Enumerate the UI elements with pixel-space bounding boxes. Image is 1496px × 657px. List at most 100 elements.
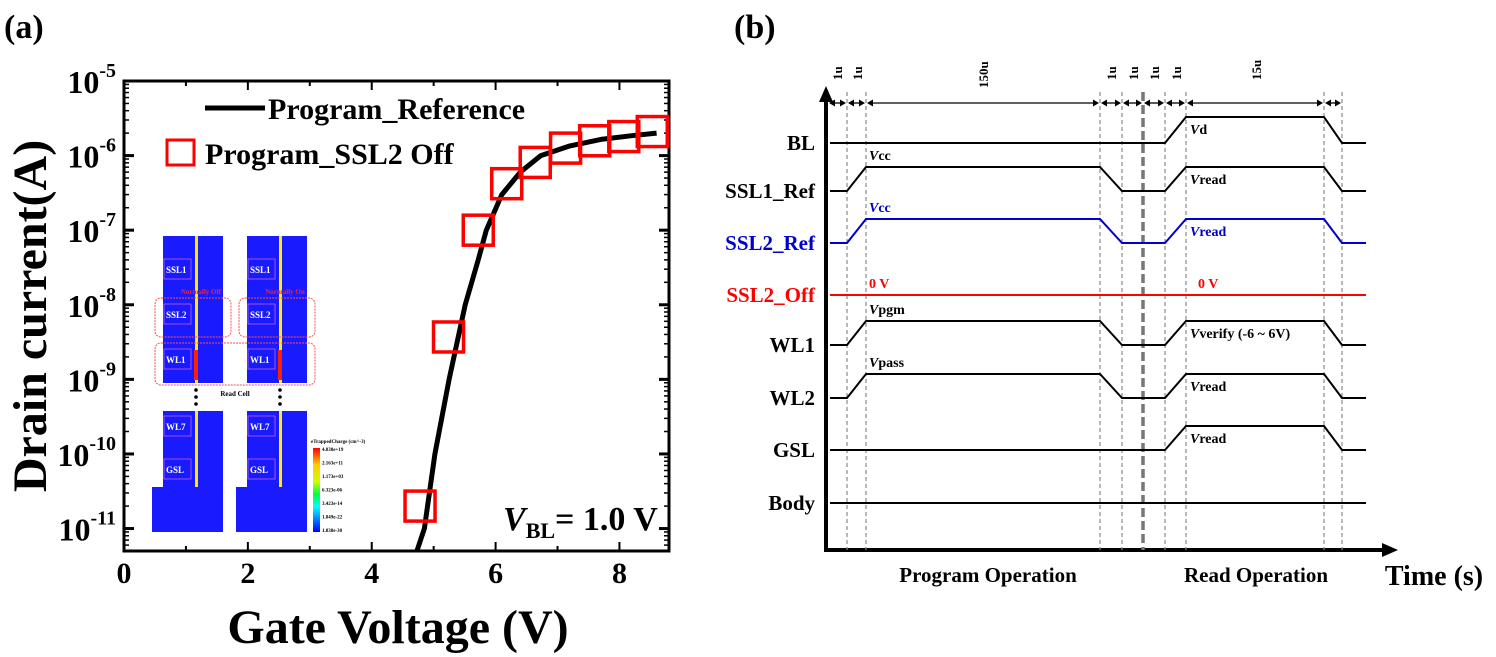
read-level-label: Vverify (-6 ~ 6V) <box>1190 327 1291 342</box>
voltage-symbol: V <box>1190 173 1201 188</box>
gate-box <box>163 415 192 437</box>
chart-series <box>403 114 670 552</box>
y-tick-exponent: -7 <box>99 209 116 231</box>
voltage-name: d <box>1199 123 1207 138</box>
colorbar-value: 6.323e-06 <box>322 489 343 494</box>
voltage-name: verify (-6 ~ 6V) <box>1199 327 1290 342</box>
legend-label-ssl2-off: Program_SSL2 Off <box>205 138 455 171</box>
gate-label-ssl2: SSL2 <box>166 310 187 320</box>
trapped-charge-region <box>278 350 282 380</box>
y-tick-exponent: -6 <box>99 135 116 157</box>
program-level-label: Vpgm <box>869 303 905 318</box>
device-substrate <box>152 487 223 532</box>
voltage-name: read <box>1199 432 1226 447</box>
x-tick-label: 8 <box>612 557 627 590</box>
gate-box <box>247 303 276 325</box>
gate-box <box>247 458 276 480</box>
vbl-annotation: VBL= 1.0 V <box>503 501 658 543</box>
read-level-label: Vread <box>1190 380 1227 395</box>
trapped-charge-region <box>194 350 198 380</box>
interval-arrowhead <box>1144 99 1164 107</box>
y-tick-base: 10 <box>58 512 90 548</box>
read-cell-highlight-box <box>154 342 316 386</box>
colorbar-value: 1.849e-22 <box>322 516 343 521</box>
gate-label-wl1: WL1 <box>250 355 270 365</box>
channel-stripe <box>279 411 282 487</box>
voltage-name: pgm <box>878 303 905 318</box>
read-level-label: 0 V <box>1198 277 1218 292</box>
time-axis-arrowhead <box>1382 543 1398 557</box>
voltage-name: 0 V <box>1198 277 1218 292</box>
colorbar-value: 2.163e+11 <box>322 462 344 467</box>
signal-label-ssl2-off: SSL2_Off <box>726 283 816 307</box>
data-point-ssl2-off <box>403 489 437 523</box>
program-level-label: Vpass <box>869 356 905 371</box>
voltage-symbol: V <box>1190 327 1201 342</box>
voltage-name: read <box>1199 225 1226 240</box>
device-column-lower <box>163 411 223 487</box>
y-axis-arrowhead <box>819 86 833 102</box>
ellipsis-dot <box>278 402 282 406</box>
interval-arrowhead <box>1123 99 1142 107</box>
voltage-symbol: V <box>1190 432 1201 447</box>
y-tick-label: 10-11 <box>58 508 116 548</box>
time-axis-label: Time (s) <box>1385 561 1483 592</box>
voltage-name: cc <box>878 201 890 216</box>
device-column-upper <box>247 236 307 383</box>
gate-label-ssl2: SSL2 <box>250 310 271 320</box>
ellipsis-dot <box>194 388 198 392</box>
ellipsis-dot <box>278 388 282 392</box>
y-tick-label: 10-7 <box>67 209 116 249</box>
y-axis-label: Drain current(A) <box>4 140 57 492</box>
voltage-symbol: V <box>869 201 880 216</box>
voltage-name: pass <box>878 356 904 371</box>
interval-label: 1u <box>1169 66 1184 80</box>
y-tick-label: 10-9 <box>67 358 116 398</box>
y-tick-base: 10 <box>67 139 99 175</box>
timing-diagram: 1u 1u 150u 1u 1u 1u 1u 15uBLVdSSL1_RefVccVreadS… <box>725 60 1483 592</box>
vbl-subscript: BL <box>526 518 555 543</box>
gate-box <box>163 348 192 370</box>
gate-box <box>247 415 276 437</box>
data-point-ssl2-off <box>431 320 466 354</box>
channel-stripe <box>195 411 198 487</box>
gate-label-wl7: WL7 <box>250 422 270 432</box>
legend-label-reference: Program_Reference <box>268 93 525 126</box>
panel-b-label: (b) <box>734 9 776 46</box>
program-operation-label: Program Operation <box>899 563 1077 587</box>
channel-stripe <box>279 236 282 383</box>
device-simulation-inset: SSL1 SSL2 WL1 WL7 GSL Normally Off SSL1 SSL2 WL1… <box>152 236 366 534</box>
voltage-name: read <box>1199 380 1226 395</box>
waveform-ssl2-ref <box>830 218 1366 244</box>
y-tick-base: 10 <box>67 64 99 100</box>
waveform-gsl <box>830 425 1366 451</box>
y-tick-exponent: -5 <box>99 60 116 82</box>
waveform-bl <box>830 116 1366 144</box>
y-tick-exponent: -10 <box>89 433 116 455</box>
program-level-label: 0 V <box>869 277 889 292</box>
vbl-symbol: V <box>503 501 528 538</box>
interval-label: 150u <box>976 61 991 88</box>
signal-label-body: Body <box>768 491 815 515</box>
y-tick-exponent: -8 <box>99 284 116 306</box>
x-tick-label: 2 <box>240 557 255 590</box>
y-tick-label: 10-5 <box>67 60 116 100</box>
colorbar-value: 1.173e+03 <box>322 475 344 480</box>
voltage-symbol: V <box>869 356 880 371</box>
gate-label-wl7: WL7 <box>166 422 186 432</box>
y-tick-base: 10 <box>67 213 99 249</box>
waveform-ssl1-ref <box>830 166 1366 192</box>
state-label: Normally On <box>265 288 305 296</box>
colorbar-value: 1.838e-30 <box>322 529 343 534</box>
interval-arrowhead <box>848 99 865 107</box>
program-level-label: Vcc <box>869 149 891 164</box>
read-cell-label: Read Cell <box>220 390 249 398</box>
interval-label: 1u <box>830 66 845 80</box>
y-tick-exponent: -11 <box>90 508 116 530</box>
y-tick-base: 10 <box>57 437 89 473</box>
waveform-wl1 <box>830 320 1366 346</box>
voltage-name: cc <box>878 149 890 164</box>
interval-arrowhead <box>1101 99 1121 107</box>
